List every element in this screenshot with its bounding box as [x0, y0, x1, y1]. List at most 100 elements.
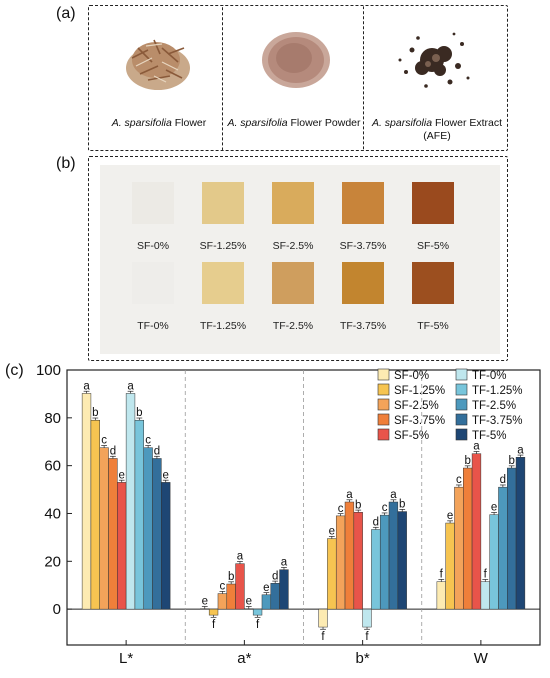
swatch-label: TF-5% [417, 320, 449, 332]
bar [489, 514, 499, 610]
significance-letter: e [163, 469, 169, 481]
bar [463, 467, 473, 610]
significance-letter: c [101, 435, 107, 447]
fabric-swatch-sf-4 [412, 182, 454, 224]
significance-letter: a [517, 444, 524, 456]
bar [371, 529, 381, 610]
flower-extract-caption: A. sparsifolia Flower Extract (AFE) [366, 117, 508, 143]
y-tick-label: 100 [36, 362, 61, 379]
significance-letter: a [127, 380, 134, 392]
y-tick-label: 40 [44, 505, 61, 522]
fabric-swatch-sf-1 [202, 182, 244, 224]
significance-letter: f [365, 631, 369, 643]
legend-swatch [377, 398, 390, 411]
bar [217, 593, 228, 610]
significance-letter: f [212, 619, 216, 631]
x-tick-label: b* [356, 650, 370, 667]
flower-caption-species: A. sparsifolia [111, 117, 172, 129]
color-parameter-chart: 020406080100L*abcdeabcdea*efcbaefedab*fe… [36, 362, 541, 667]
bar [226, 583, 236, 610]
significance-letter: e [246, 596, 252, 608]
bar [152, 458, 162, 610]
legend-label: SF-0% [394, 370, 429, 382]
bar [388, 501, 399, 610]
y-tick-label: 0 [53, 601, 61, 618]
significance-letter: d [272, 570, 278, 582]
bar [81, 393, 92, 610]
significance-letter: c [382, 502, 388, 514]
flower-extract-caption-abbrev: (AFE) [423, 130, 451, 142]
swatch-label: TF-2.5% [272, 320, 314, 332]
swatch-label: SF-1.25% [199, 240, 247, 252]
bar [318, 608, 328, 628]
significance-letter: b [464, 455, 470, 467]
flower-caption-text: Flower [171, 117, 207, 129]
bar [335, 515, 346, 610]
fabric-swatch-sf-3 [342, 182, 384, 224]
bar [108, 458, 118, 610]
significance-letter: a [83, 380, 90, 392]
bar [454, 486, 464, 610]
flower-extract-caption-species: A. sparsifolia [371, 117, 433, 129]
bar [235, 563, 245, 610]
bar [515, 457, 526, 610]
bar [480, 581, 490, 610]
legend-label: SF-5% [394, 430, 429, 442]
legend-label: TF-2.5% [472, 400, 516, 412]
panel-a-box [88, 5, 508, 151]
significance-letter: f [440, 569, 444, 581]
significance-letter: b [355, 499, 361, 511]
fabric-swatch-tf-4 [412, 262, 454, 304]
legend-swatch [377, 368, 390, 381]
legend-swatch [455, 383, 468, 396]
legend-swatch [455, 398, 468, 411]
fabric-swatch-tf-2 [272, 262, 314, 304]
bar [143, 447, 153, 610]
bar [161, 482, 171, 610]
significance-letter: c [338, 503, 344, 515]
x-tick-label: W [474, 650, 489, 667]
bar [353, 512, 363, 610]
bar [90, 419, 100, 610]
flower-powder-caption-species: A. sparsifolia [227, 117, 288, 129]
y-tick-label: 60 [44, 458, 61, 475]
bar [471, 453, 482, 610]
bar [117, 482, 127, 610]
significance-letter: a [237, 551, 244, 563]
bar [344, 501, 355, 610]
y-tick-label: 80 [44, 410, 61, 427]
significance-letter: b [136, 407, 142, 419]
bar [498, 486, 508, 610]
x-tick-label: a* [237, 650, 251, 667]
fabric-swatch-sf-0 [132, 182, 174, 224]
flower-powder-caption-text: Flower Powder [287, 117, 361, 129]
significance-letter: a [473, 441, 480, 453]
flower-powder-photo [258, 26, 334, 94]
significance-letter: d [110, 445, 116, 457]
significance-letter: f [256, 619, 260, 631]
significance-letter: b [399, 499, 405, 511]
significance-letter: b [92, 407, 98, 419]
significance-letter: f [484, 569, 488, 581]
significance-letter: c [145, 435, 151, 447]
bar [270, 583, 280, 610]
bar [99, 447, 109, 610]
panel-a-label: (a) [56, 5, 76, 22]
legend-label: SF-2.5% [394, 400, 439, 412]
legend-label: TF-5% [472, 430, 507, 442]
significance-letter: f [321, 631, 325, 643]
legend-label: TF-0% [472, 370, 507, 382]
bar [252, 608, 263, 616]
significance-letter: d [154, 445, 160, 457]
fabric-swatch-tf-1 [202, 262, 244, 304]
significance-letter: e [263, 582, 269, 594]
swatch-label: SF-5% [416, 240, 450, 252]
significance-letter: a [346, 489, 353, 501]
legend-label: TF-3.75% [472, 415, 523, 427]
legend-label: SF-1.25% [394, 385, 445, 397]
bar [507, 467, 517, 610]
significance-letter: d [373, 517, 379, 529]
significance-letter: a [390, 489, 397, 501]
fabric-swatch-tf-3 [342, 262, 384, 304]
swatch-label: TF-0% [137, 320, 169, 332]
